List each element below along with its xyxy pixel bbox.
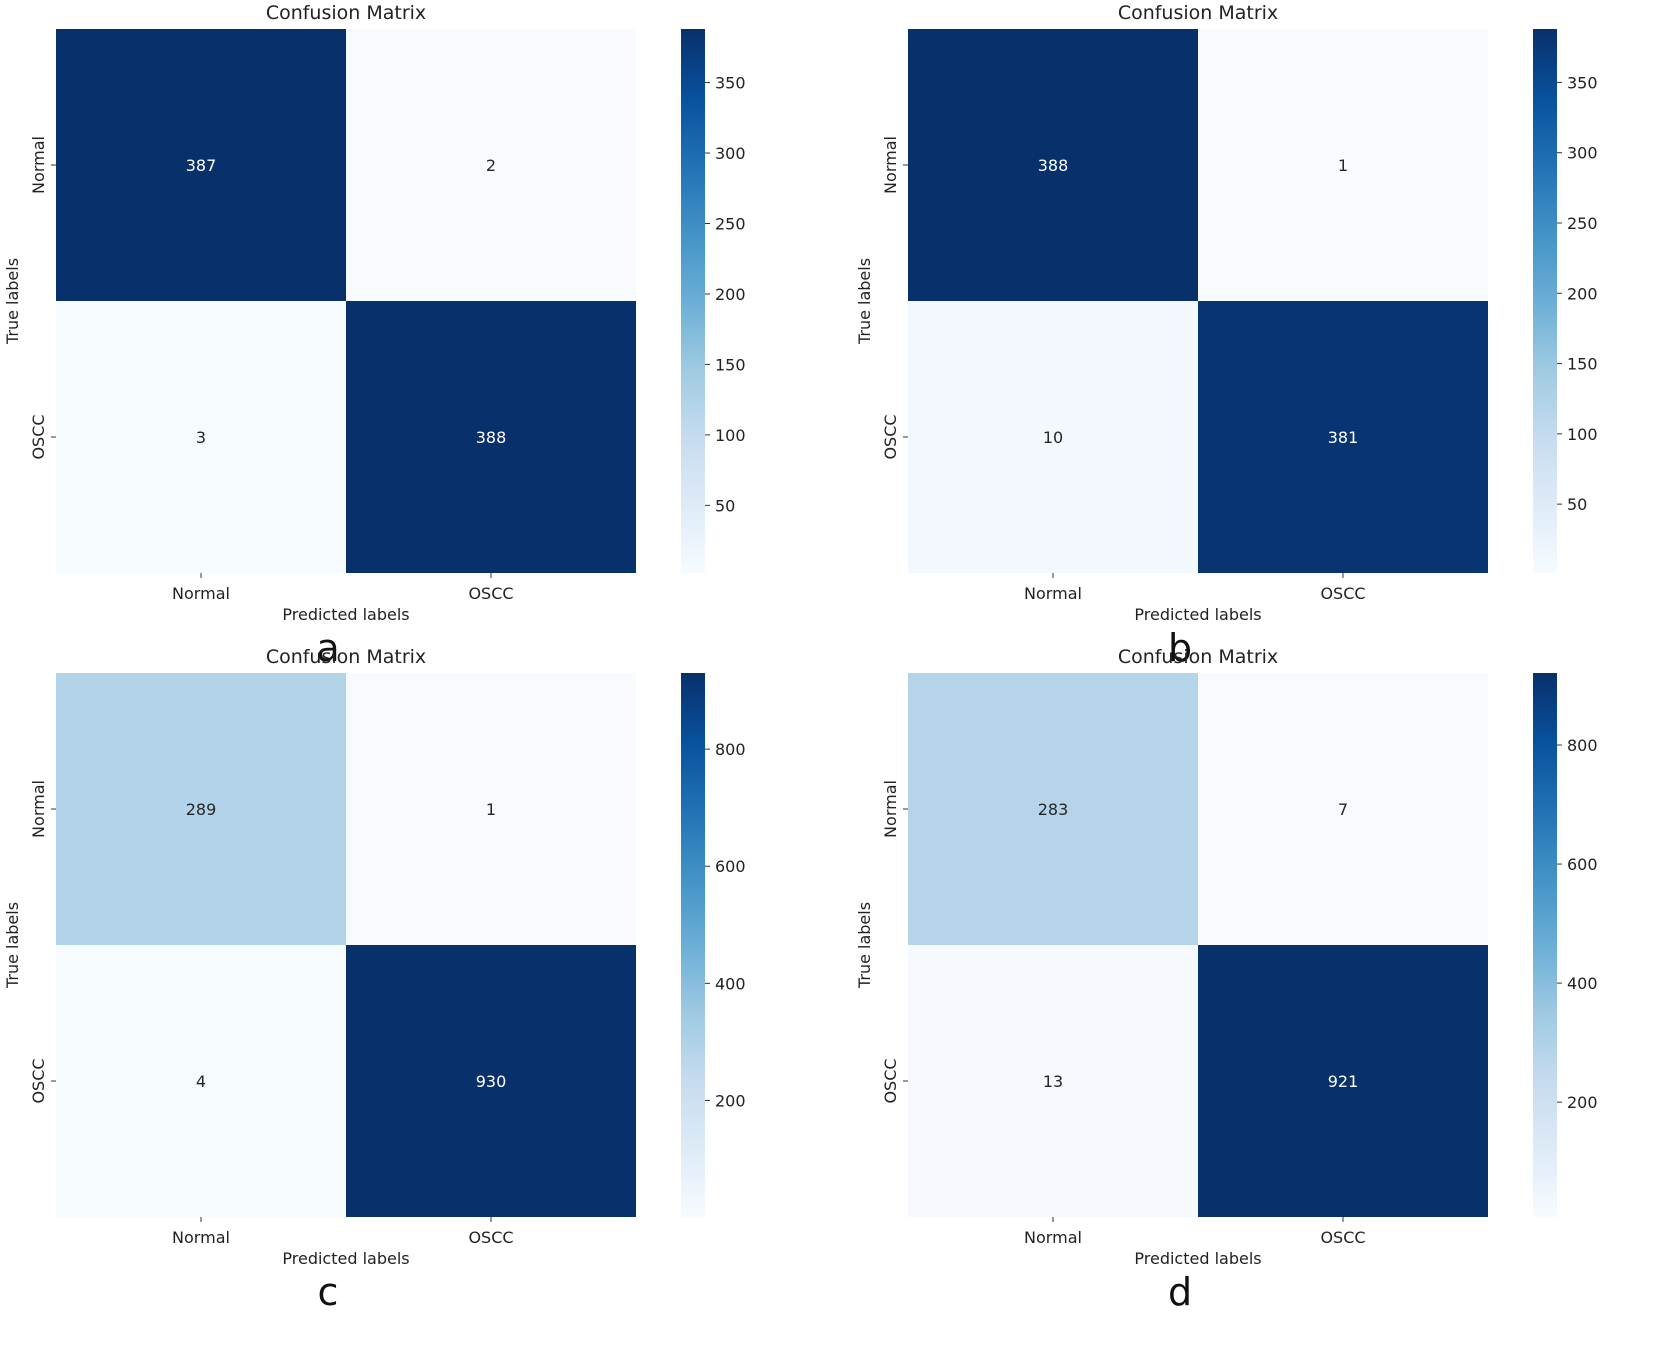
cell-value-label: 13 (1043, 1072, 1063, 1091)
colorbar-tick-label: 150 (715, 355, 746, 374)
x-axis-label: Predicted labels (1134, 605, 1261, 624)
heatmap-cell (1198, 29, 1488, 301)
x-tick-label: OSCC (1320, 1228, 1365, 1247)
heatmap-cell (908, 673, 1198, 945)
confusion-matrix-panel-b: Confusion Matrix 388 1 10 381 Normal OSCC Norma… (855, 2, 1598, 670)
heatmap-cell (346, 945, 636, 1217)
chart-title: Confusion Matrix (1118, 646, 1278, 668)
colorbar-tick-label: 50 (715, 496, 735, 515)
cell-value-label: 283 (1038, 800, 1069, 819)
colorbar-tick-label: 400 (715, 974, 746, 993)
x-tick-label: OSCC (468, 1228, 513, 1247)
colorbar-tick-label: 50 (1567, 495, 1587, 514)
heatmap-cell (346, 29, 636, 301)
cell-value-label: 1 (1338, 156, 1348, 175)
y-axis-label: True labels (855, 258, 874, 345)
colorbar-tick-label: 300 (715, 144, 746, 163)
heatmap-cell (1198, 945, 1488, 1217)
x-tick-label: Normal (172, 1228, 230, 1247)
chart-title: Confusion Matrix (266, 646, 426, 668)
x-axis-label: Predicted labels (282, 1249, 409, 1268)
colorbar-tick-label: 250 (715, 214, 746, 233)
cell-value-label: 10 (1043, 428, 1063, 447)
cell-value-label: 381 (1328, 428, 1359, 447)
cell-value-label: 930 (476, 1072, 507, 1091)
panel-letter: c (318, 1270, 339, 1314)
y-tick-label: Normal (29, 136, 48, 194)
cell-value-label: 289 (186, 800, 217, 819)
heatmap-cell (56, 673, 346, 945)
confusion-matrix-panel-a: Confusion Matrix 387 2 3 388 Normal OSCC Normal… (3, 2, 746, 670)
x-axis-label: Predicted labels (282, 605, 409, 624)
colorbar-tick-label: 200 (715, 285, 746, 304)
colorbar-tick-label: 350 (1567, 73, 1598, 92)
colorbar-tick-label: 100 (715, 426, 746, 445)
panel-letter: d (1168, 1270, 1192, 1314)
colorbar (681, 673, 705, 1217)
cell-value-label: 4 (196, 1072, 206, 1091)
colorbar-tick-label: 600 (715, 857, 746, 876)
panel-letter: a (316, 626, 339, 670)
cell-value-label: 3 (196, 428, 206, 447)
confusion-matrix-panel-c: Confusion Matrix 289 1 4 930 Normal OSCC Normal… (3, 646, 746, 1314)
heatmap-cell (56, 29, 346, 301)
panel-letter: b (1168, 626, 1192, 670)
chart-title: Confusion Matrix (266, 2, 426, 24)
x-tick-label: Normal (1024, 1228, 1082, 1247)
x-tick-label: OSCC (1320, 584, 1365, 603)
y-axis-label: True labels (855, 902, 874, 989)
colorbar-tick-label: 300 (1567, 144, 1598, 163)
y-tick-label: Normal (881, 136, 900, 194)
chart-title: Confusion Matrix (1118, 2, 1278, 24)
y-tick-label: OSCC (881, 414, 900, 459)
colorbar-tick-label: 150 (1567, 355, 1598, 374)
cell-value-label: 2 (486, 156, 496, 175)
heatmap-cell (1198, 301, 1488, 573)
colorbar-tick-label: 200 (1567, 284, 1598, 303)
y-tick-label: OSCC (881, 1058, 900, 1103)
heatmap-cell (346, 301, 636, 573)
colorbar (681, 29, 705, 573)
colorbar-tick-label: 200 (715, 1091, 746, 1110)
heatmap-cell (908, 945, 1198, 1217)
colorbar (1533, 673, 1557, 1217)
cell-value-label: 921 (1328, 1072, 1359, 1091)
heatmap-cell (56, 301, 346, 573)
colorbar-tick-label: 600 (1567, 855, 1598, 874)
colorbar-tick-label: 800 (1567, 736, 1598, 755)
x-tick-label: Normal (1024, 584, 1082, 603)
colorbar-tick-label: 800 (715, 740, 746, 759)
cell-value-label: 1 (486, 800, 496, 819)
heatmap-cell (346, 673, 636, 945)
colorbar-tick-label: 350 (715, 74, 746, 93)
cell-value-label: 7 (1338, 800, 1348, 819)
y-tick-label: Normal (29, 780, 48, 838)
colorbar-tick-label: 200 (1567, 1093, 1598, 1112)
y-axis-label: True labels (3, 902, 22, 989)
heatmap-cell (908, 301, 1198, 573)
x-axis-label: Predicted labels (1134, 1249, 1261, 1268)
y-tick-label: Normal (881, 780, 900, 838)
colorbar (1533, 29, 1557, 573)
heatmap-cell (1198, 673, 1488, 945)
y-tick-label: OSCC (29, 1058, 48, 1103)
cell-value-label: 388 (476, 428, 507, 447)
x-tick-label: OSCC (468, 584, 513, 603)
cell-value-label: 388 (1038, 156, 1069, 175)
y-axis-label: True labels (3, 258, 22, 345)
colorbar-tick-label: 400 (1567, 974, 1598, 993)
heatmap-cell (56, 945, 346, 1217)
heatmap-cell (908, 29, 1198, 301)
x-tick-label: Normal (172, 584, 230, 603)
colorbar-tick-label: 250 (1567, 214, 1598, 233)
y-tick-label: OSCC (29, 414, 48, 459)
confusion-matrix-panel-d: Confusion Matrix 283 7 13 921 Normal OSCC Norma… (855, 646, 1598, 1314)
colorbar-tick-label: 100 (1567, 425, 1598, 444)
cell-value-label: 387 (186, 156, 217, 175)
